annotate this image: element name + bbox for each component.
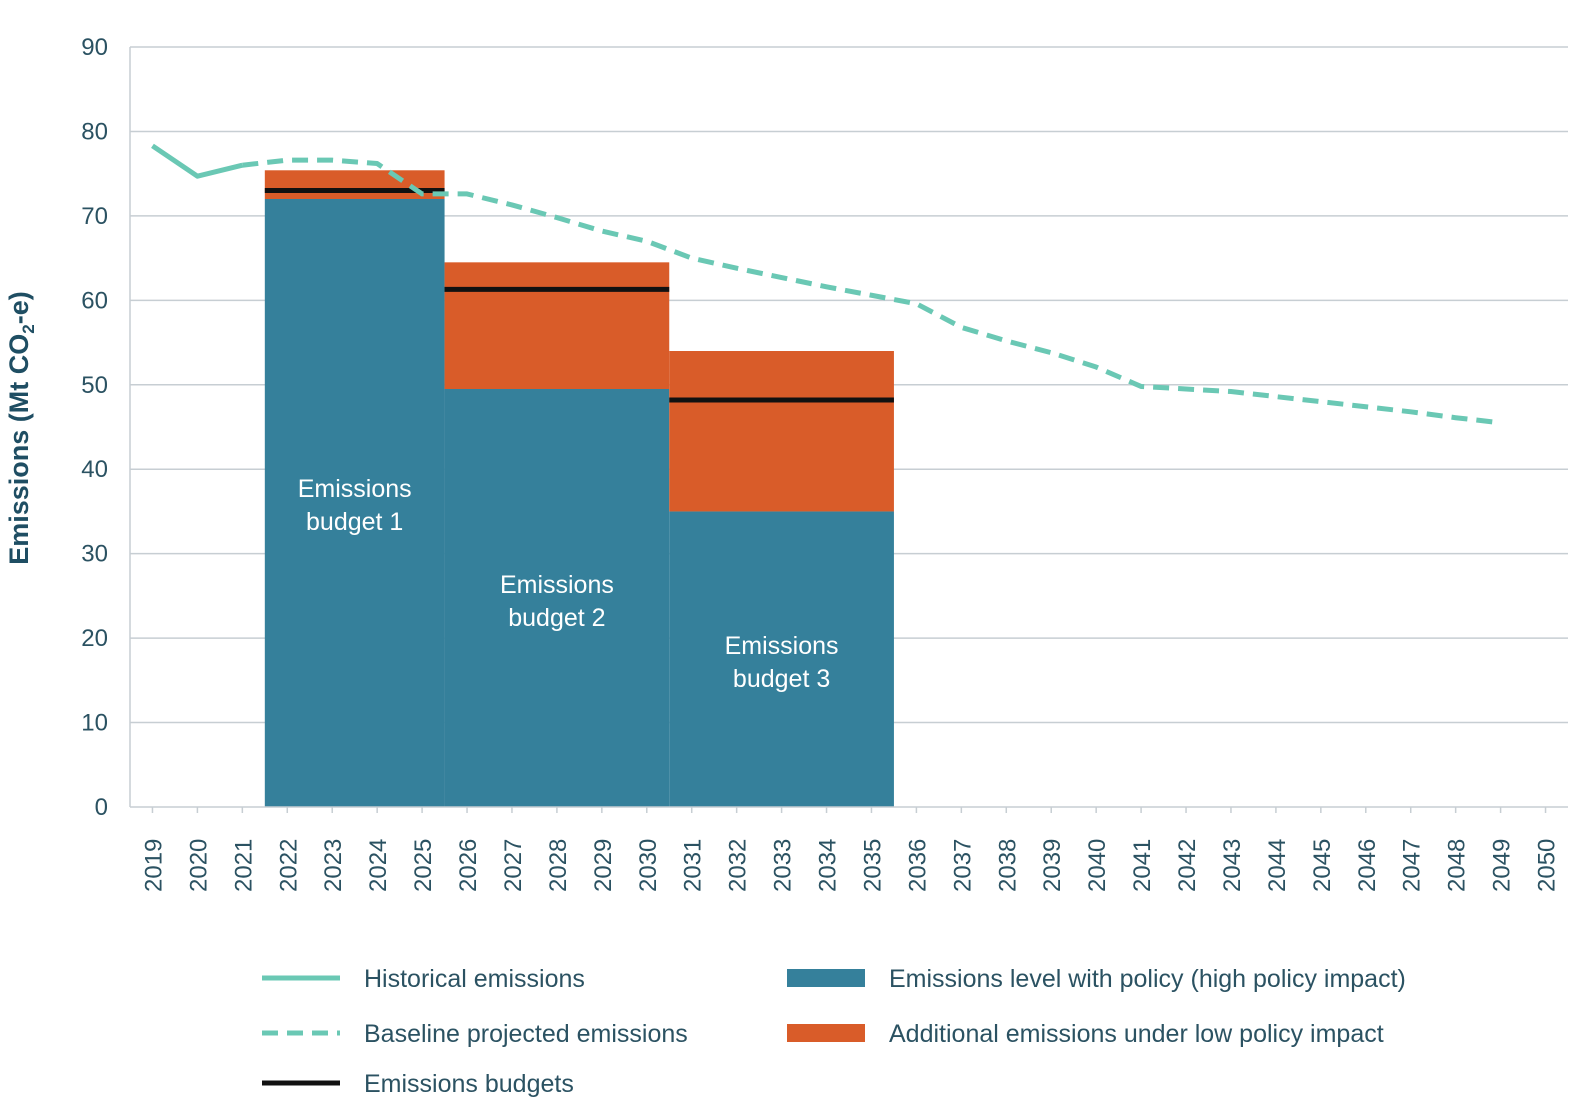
budget-label: budget 3 xyxy=(733,665,830,693)
y-tick-label: 20 xyxy=(81,625,108,652)
legend-label: Emissions budgets xyxy=(364,1070,574,1098)
x-tick-label: 2040 xyxy=(1084,839,1111,892)
y-tick-label: 40 xyxy=(81,456,108,483)
y-tick-label: 70 xyxy=(81,203,108,230)
x-tick-label: 2022 xyxy=(275,839,302,892)
low-policy-bar xyxy=(264,170,445,199)
x-tick-label: 2031 xyxy=(680,839,707,892)
y-tick-label: 30 xyxy=(81,541,108,568)
x-tick-label: 2019 xyxy=(140,839,167,892)
low-policy-bar xyxy=(444,262,670,389)
x-tick-label: 2030 xyxy=(635,839,662,892)
x-tick-label: 2043 xyxy=(1219,839,1246,892)
x-tick-label: 2037 xyxy=(949,839,976,892)
x-tick-label: 2047 xyxy=(1399,839,1426,892)
x-tick-label: 2038 xyxy=(994,839,1021,892)
legend-high-swatch xyxy=(787,969,865,987)
x-axis: 2019 2020 2021 2022 2023 2024 2025 2026 2027 2028… xyxy=(140,807,1561,892)
x-tick-label: 2034 xyxy=(815,839,842,892)
baseline-emissions-line xyxy=(242,157,1501,426)
x-tick-label: 2041 xyxy=(1129,839,1156,892)
y-axis: 0 10 20 30 40 50 60 70 80 90 xyxy=(81,34,1568,821)
low-policy-bar xyxy=(669,351,894,512)
x-tick-label: 2020 xyxy=(185,839,212,892)
x-tick-label: 2023 xyxy=(320,839,347,892)
x-tick-label: 2033 xyxy=(770,839,797,892)
budget-bars: Emissions budget 1 Emissions budget 2 Emissi… xyxy=(264,170,894,807)
budget-label: budget 1 xyxy=(306,508,403,536)
budget-label: Emissions xyxy=(725,632,839,660)
high-policy-bar xyxy=(264,199,445,807)
x-tick-label: 2024 xyxy=(365,839,392,892)
x-tick-label: 2025 xyxy=(410,839,437,892)
x-tick-label: 2045 xyxy=(1309,839,1336,892)
x-tick-label: 2028 xyxy=(545,839,572,892)
x-tick-label: 2032 xyxy=(725,839,752,892)
legend-label: Emissions level with policy (high policy… xyxy=(889,965,1406,993)
y-tick-label: 10 xyxy=(81,710,108,737)
legend-label: Additional emissions under low policy im… xyxy=(889,1020,1384,1048)
y-tick-label: 50 xyxy=(81,372,108,399)
budget-label: Emissions xyxy=(298,475,412,503)
x-tick-label: 2042 xyxy=(1174,839,1201,892)
x-tick-label: 2048 xyxy=(1444,839,1471,892)
x-tick-label: 2026 xyxy=(455,839,482,892)
budget-label: Emissions xyxy=(500,571,614,599)
historical-emissions-line xyxy=(151,143,243,179)
emission-lines xyxy=(151,143,1501,426)
legend-low-swatch xyxy=(787,1024,865,1042)
x-tick-label: 2039 xyxy=(1039,839,1066,892)
x-tick-label: 2027 xyxy=(500,839,527,892)
high-policy-bar xyxy=(669,511,894,807)
y-tick-label: 90 xyxy=(81,34,108,61)
legend-label: Historical emissions xyxy=(364,965,585,993)
x-tick-label: 2050 xyxy=(1534,839,1561,892)
y-axis-label: Emissions (Mt CO2-e) xyxy=(4,291,38,565)
legend-label: Baseline projected emissions xyxy=(364,1020,688,1048)
y-tick-label: 80 xyxy=(81,118,108,145)
x-tick-label: 2044 xyxy=(1264,839,1291,892)
x-tick-label: 2049 xyxy=(1489,839,1516,892)
x-tick-label: 2021 xyxy=(230,839,257,892)
legend: Historical emissions Baseline projected e… xyxy=(262,965,1406,1098)
x-tick-label: 2029 xyxy=(590,839,617,892)
y-tick-label: 60 xyxy=(81,287,108,314)
x-tick-label: 2046 xyxy=(1354,839,1381,892)
budget-label: budget 2 xyxy=(508,604,605,632)
x-tick-label: 2036 xyxy=(904,839,931,892)
x-tick-label: 2035 xyxy=(859,839,886,892)
y-tick-label: 0 xyxy=(95,794,108,821)
high-policy-bar xyxy=(444,389,670,807)
